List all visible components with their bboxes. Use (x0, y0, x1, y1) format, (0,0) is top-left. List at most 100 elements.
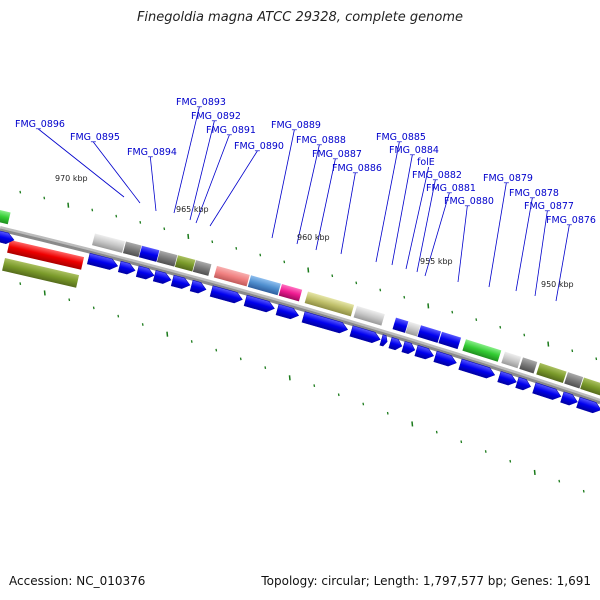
upper-tick (475, 318, 478, 321)
gene-label-0[interactable]: FMG_0896 (15, 119, 65, 130)
cds-arrow-2[interactable] (117, 260, 136, 276)
gene-leader-line (340, 172, 356, 255)
lower-tick (435, 430, 438, 434)
backbone-outer (0, 226, 600, 403)
gene-block-13[interactable] (405, 321, 421, 337)
gene-label-16[interactable]: FMG_0880 (444, 196, 494, 207)
gene-label-8[interactable]: FMG_0888 (296, 135, 346, 146)
gene-label-14[interactable]: FMG_0882 (412, 170, 462, 181)
cds-arrow-21[interactable] (560, 391, 580, 407)
gene-label-7[interactable]: FMG_0889 (271, 120, 321, 131)
upper-tick (523, 333, 526, 337)
gene-label-12[interactable]: FMG_0884 (389, 145, 439, 156)
gene-block-4[interactable] (156, 250, 178, 267)
cds-arrow-12[interactable] (379, 334, 389, 347)
cds-arrow-6[interactable] (189, 279, 207, 295)
gene-leader-line (296, 144, 320, 245)
cds-arrow-13[interactable] (388, 337, 404, 351)
lower-tick (509, 459, 512, 463)
ruler-label-4: 950 kbp (541, 280, 574, 289)
gene-label-4[interactable]: FMG_0892 (191, 111, 241, 122)
cds-arrow-18[interactable] (497, 371, 518, 387)
gene-label-15[interactable]: FMG_0881 (426, 183, 476, 194)
upper-tick (403, 295, 406, 299)
gene-block-20[interactable] (564, 372, 584, 389)
upper-tick (67, 202, 70, 208)
gene-label-18[interactable]: FMG_0878 (509, 188, 559, 199)
gene-label-2[interactable]: FMG_0894 (127, 147, 177, 158)
gene-leader-line (457, 205, 468, 283)
gene-block-green-16[interactable] (462, 339, 502, 362)
gene-block-red[interactable] (7, 240, 85, 270)
map-title: Finegoldia magna ATCC 29328, complete ge… (136, 10, 464, 25)
lower-tick (264, 366, 267, 370)
gene-leader-line (173, 106, 200, 214)
cds-arrow-10[interactable] (301, 311, 349, 335)
cds-arrow-4[interactable] (152, 270, 172, 285)
cds-arrow-3[interactable] (135, 265, 155, 281)
gene-block-3[interactable] (138, 245, 160, 262)
cds-arrow-1[interactable] (86, 252, 119, 271)
gene-leader-line (375, 141, 400, 263)
gene-block-14[interactable] (417, 325, 442, 343)
gene-block-12[interactable] (392, 317, 409, 333)
lower-tick (92, 306, 95, 310)
cds-arrow-11[interactable] (349, 325, 382, 345)
lower-tick (337, 393, 340, 397)
cds-arrow-20[interactable] (532, 382, 563, 402)
gene-block-18[interactable] (519, 357, 538, 374)
gene-block-2[interactable] (122, 241, 142, 258)
cds-arrow-14[interactable] (401, 341, 417, 355)
gene-block-11[interactable] (353, 305, 385, 326)
cds-arrow-5[interactable] (170, 274, 191, 290)
gene-block-8[interactable] (247, 275, 281, 296)
gene-block-19[interactable] (536, 362, 567, 384)
lower-tick (558, 479, 561, 483)
gene-label-17[interactable]: FMG_0879 (483, 173, 533, 184)
cds-arrow-17[interactable] (458, 358, 497, 380)
gene-label-13[interactable]: folE (417, 157, 435, 168)
ruler-label-0: 970 kbp (55, 174, 88, 183)
cds-arrow-16[interactable] (433, 350, 458, 368)
gene-block-7[interactable] (213, 265, 250, 287)
lower-tick (288, 375, 291, 381)
cds-arrow-19[interactable] (515, 376, 533, 392)
gene-leader-line (515, 197, 533, 292)
gene-block-21[interactable] (580, 377, 600, 397)
cds-arrow-7[interactable] (209, 285, 244, 305)
cds-arrow-partial[interactable] (0, 228, 15, 246)
gene-block-15[interactable] (438, 331, 462, 350)
gene-label-9[interactable]: FMG_0887 (312, 149, 362, 160)
upper-tick (163, 227, 166, 231)
gene-leader-line (555, 224, 570, 302)
cds-arrow-9[interactable] (275, 303, 300, 321)
upper-tick (571, 349, 574, 353)
gene-block-10[interactable] (304, 291, 355, 317)
gene-block-green-0[interactable] (0, 208, 11, 225)
cds-arrow-15[interactable] (414, 344, 435, 361)
lower-tick (190, 340, 193, 343)
gene-leader-line (149, 156, 157, 212)
gene-block-6[interactable] (192, 260, 212, 276)
gene-label-10[interactable]: FMG_0886 (332, 163, 382, 174)
upper-tick (283, 260, 286, 264)
gene-block-17[interactable] (501, 351, 522, 369)
gene-block-1[interactable] (92, 233, 126, 253)
lower-tick (362, 402, 365, 406)
gene-block-5[interactable] (174, 255, 196, 272)
gene-label-5[interactable]: FMG_0891 (206, 125, 256, 136)
cds-arrow-22[interactable] (576, 396, 600, 415)
gene-leader-line (534, 210, 548, 297)
gene-block-olive[interactable] (2, 258, 80, 288)
gene-label-11[interactable]: FMG_0885 (376, 132, 426, 143)
gene-block-9[interactable] (278, 284, 303, 302)
gene-leader-line (424, 192, 450, 277)
cds-arrow-8[interactable] (243, 294, 276, 314)
upper-tick (19, 190, 22, 194)
gene-label-3[interactable]: FMG_0893 (176, 97, 226, 108)
gene-label-19[interactable]: FMG_0877 (524, 201, 574, 212)
gene-label-6[interactable]: FMG_0890 (234, 141, 284, 152)
gene-label-1[interactable]: FMG_0895 (70, 132, 120, 143)
gene-label-20[interactable]: FMG_0876 (546, 215, 596, 226)
